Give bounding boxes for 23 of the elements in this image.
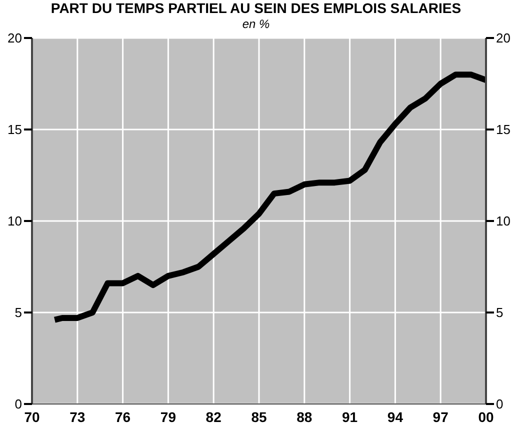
x-tick-label: 94 <box>387 408 404 425</box>
y2-tick-label: 20 <box>496 30 510 46</box>
x-tick-label: 76 <box>115 408 131 425</box>
x-tick-label: 91 <box>342 408 358 425</box>
y2-tick-label: 15 <box>496 122 510 138</box>
x-tick-label: 70 <box>24 408 40 425</box>
chart-title: PART DU TEMPS PARTIEL AU SEIN DES EMPLOIS SALARIES <box>50 0 462 16</box>
y2-tick-label: 10 <box>496 214 510 229</box>
x-tick-label: 88 <box>296 408 312 425</box>
x-tick-label: 79 <box>160 408 176 425</box>
x-tick-label: 97 <box>432 408 449 425</box>
chart-subtitle: en % <box>241 17 271 31</box>
x-tick-label: 85 <box>251 408 267 425</box>
y-tick-label: 0 <box>14 396 22 412</box>
x-tick-label: 73 <box>70 408 86 425</box>
x-tick-label: 82 <box>206 408 222 425</box>
y-tick-label: 10 <box>8 214 22 229</box>
y2-tick-label: 5 <box>496 305 504 320</box>
y-tick-label: 15 <box>8 122 22 138</box>
y-tick-label: 5 <box>14 305 22 320</box>
x-tick-label: 00 <box>478 408 494 425</box>
y-tick-label: 20 <box>8 30 22 46</box>
y2-tick-label: 0 <box>496 396 504 412</box>
